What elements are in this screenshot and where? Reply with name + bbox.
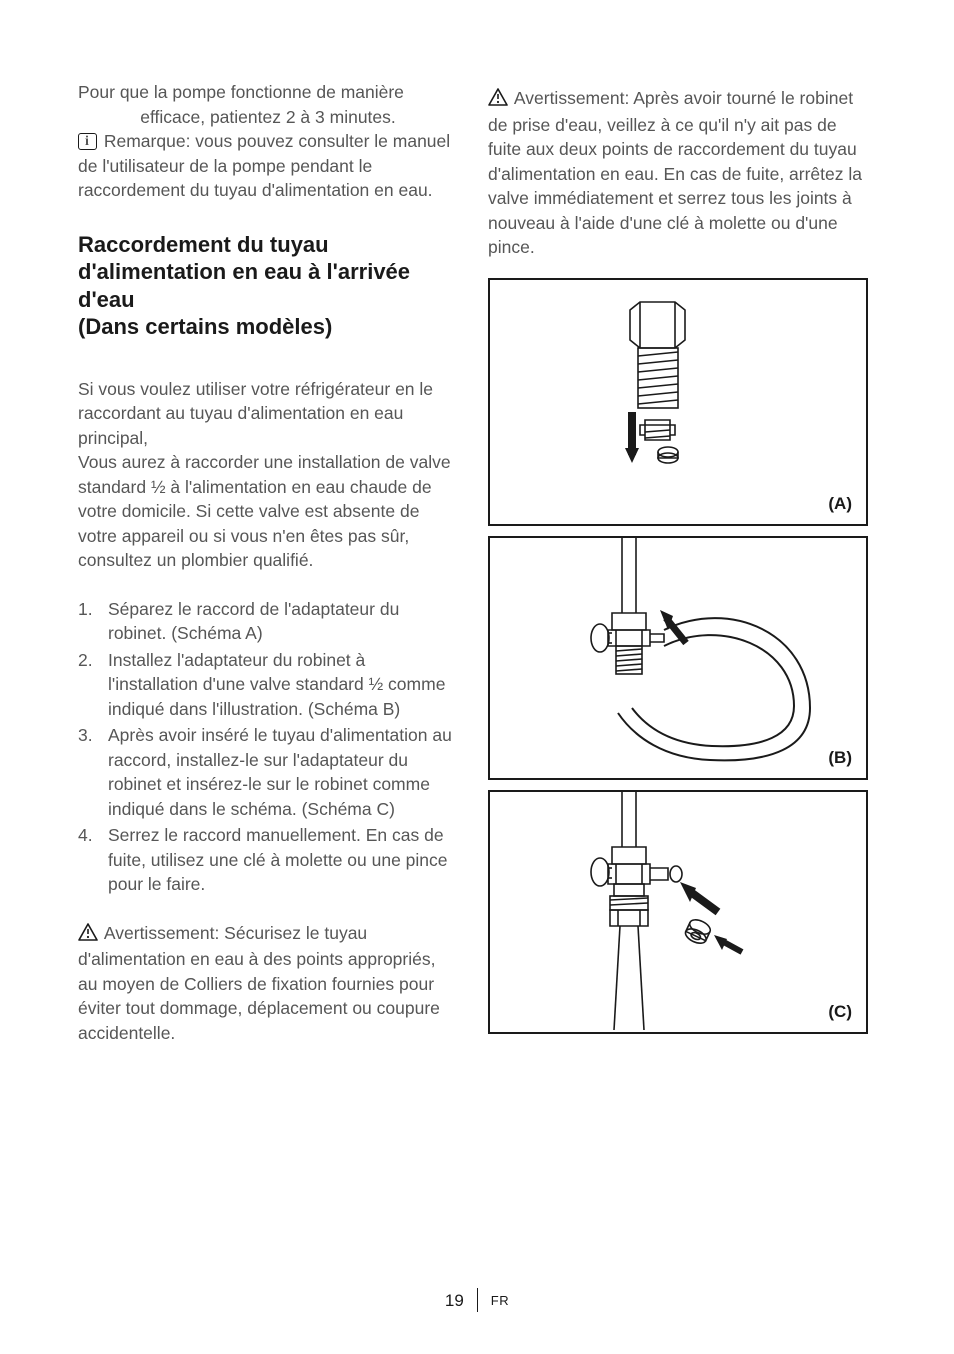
warning-icon [78, 923, 98, 948]
step-item: 1.Séparez le raccord de l'adaptateur du … [78, 597, 458, 646]
diagram-b: (B) [488, 536, 868, 780]
warning-2-text: Avertissement: Après avoir tourné le rob… [488, 88, 862, 257]
step-item: 4.Serrez le raccord manuellement. En cas… [78, 823, 458, 897]
step-item: 3.Après avoir inséré le tuyau d'alimenta… [78, 723, 458, 821]
diagram-b-label: (B) [828, 748, 852, 768]
diagram-c: (C) [488, 790, 868, 1034]
page-number: 19 [445, 1291, 464, 1310]
warning-1-text: Avertissement: Sécurisez le tuyau d'alim… [78, 923, 440, 1043]
step-item: 2.Installez l'adaptateur du robinet à l'… [78, 648, 458, 722]
note-text: Remarque: vous pouvez consulter le manue… [78, 131, 450, 200]
diagram-c-label: (C) [828, 1002, 852, 1022]
warning-1: Avertissement: Sécurisez le tuyau d'alim… [78, 921, 458, 1046]
steps-list: 1.Séparez le raccord de l'adaptateur du … [78, 597, 458, 897]
note-paragraph: Remarque: vous pouvez consulter le manue… [78, 129, 458, 203]
diagram-a: (A) [488, 278, 868, 526]
paragraph-1: Si vous voulez utiliser votre réfrigérat… [78, 377, 458, 451]
intro-line-1: Pour que la pompe fonctionne de manière [78, 80, 458, 105]
paragraph-2: Vous aurez à raccorder une installation … [78, 450, 458, 573]
diagram-a-label: (A) [828, 494, 852, 514]
page-footer: 19 FR [0, 1288, 954, 1312]
section-header: Raccordement du tuyau d'alimentation en … [78, 231, 458, 341]
warning-2: Avertissement: Après avoir tourné le rob… [488, 86, 868, 260]
info-icon [78, 133, 97, 150]
footer-divider [477, 1288, 479, 1312]
warning-icon [488, 88, 508, 113]
page-language: FR [491, 1293, 509, 1308]
intro-line-2: efficace, patientez 2 à 3 minutes. [78, 105, 458, 130]
